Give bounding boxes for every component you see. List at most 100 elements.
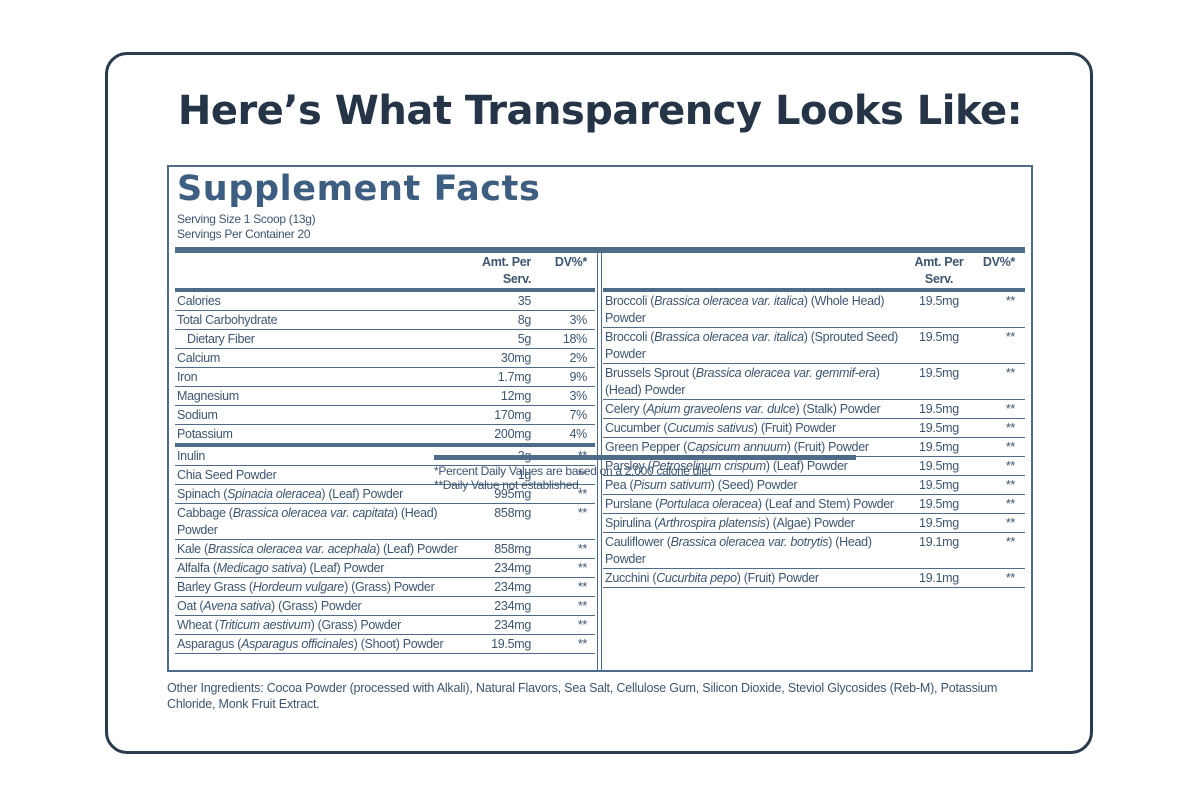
daily-value: ** (577, 618, 587, 632)
daily-value: 18% (562, 332, 587, 346)
latin-name: Medicago sativa (216, 561, 303, 575)
ingredient-row: Broccoli (Brassica oleracea var. italica… (603, 328, 1025, 364)
ingredient-row: Cauliflower (Brassica oleracea var. botr… (603, 533, 1025, 569)
rule (175, 247, 1025, 253)
daily-value: 7% (569, 408, 588, 422)
amount: 8g (517, 313, 532, 327)
ingredient-row: Sodium 170mg 7% (175, 406, 595, 425)
ingredient-name: Alfalfa (Medicago sativa) (Leaf) Powder (175, 560, 473, 577)
daily-value: 3% (569, 389, 588, 403)
daily-value: ** (1005, 497, 1015, 511)
ingredient-name: Chia Seed Powder (175, 467, 473, 484)
daily-value: ** (577, 468, 587, 482)
daily-value: ** (577, 561, 587, 575)
ingredient-row: Cabbage (Brassica oleracea var. capitata… (175, 504, 595, 540)
amount: 19.5mg (919, 478, 959, 492)
header-row: Amt. Per Serv. DV%* (603, 253, 1025, 292)
latin-name: Cucurbita pepo (656, 571, 737, 585)
ingredient-row: Brussels Sprout (Brassica oleracea var. … (603, 364, 1025, 400)
ingredient-name: Sodium (175, 407, 473, 424)
latin-name: Asparagus officinales (241, 637, 354, 651)
name-text: ) (Grass) Powder (271, 599, 362, 613)
latin-name: Brassica oleracea var. botrytis (670, 535, 829, 549)
daily-value: ** (1005, 478, 1015, 492)
daily-value: ** (577, 487, 587, 501)
amount: 170mg (494, 408, 531, 422)
ingredient-name: Wheat (Triticum aestivum) (Grass) Powder (175, 617, 473, 634)
amount: 19.5mg (919, 516, 959, 530)
amount: 234mg (494, 618, 531, 632)
name-cell (175, 254, 473, 288)
daily-value: 2% (569, 351, 588, 365)
name-text: ) (Head) Powder (605, 535, 872, 566)
column-header: Amt. Per Serv. (481, 255, 531, 286)
ingredient-name: Cabbage (Brassica oleracea var. capitata… (175, 505, 473, 539)
latin-name: Brassica oleracea var. capitata (232, 506, 394, 520)
name-text: ) (Grass) Powder (344, 580, 435, 594)
latin-name: Brassica oleracea var. italica (654, 294, 804, 308)
latin-name: Apium graveolens var. dulce (646, 402, 796, 416)
name-text: ) (Leaf) Powder (375, 542, 458, 556)
amount: 1g (517, 468, 532, 482)
name-text: ) (Algae) Powder (765, 516, 855, 530)
ingredient-row: Magnesium 12mg 3% (175, 387, 595, 406)
latin-name: Petroselinum crispum (651, 459, 766, 473)
daily-value: ** (577, 506, 587, 520)
ingredient-row: Spirulina (Arthrospira platensis) (Algae… (603, 514, 1025, 533)
other-ingredients: Other Ingredients: Cocoa Powder (process… (167, 681, 998, 711)
name-text: ) (Leaf) Powder (765, 459, 848, 473)
amount: 234mg (494, 561, 531, 575)
daily-value: ** (1005, 440, 1015, 454)
ingredient-name: Iron (175, 369, 473, 386)
name-text: Oat ( (177, 599, 204, 613)
ingredient-row: Calories 35 (175, 292, 595, 311)
column-header: DV%* (982, 255, 1015, 269)
ingredient-name: Oat (Avena sativa) (Grass) Powder (175, 598, 473, 615)
ingredient-row: Alfalfa (Medicago sativa) (Leaf) Powder 2… (175, 559, 595, 578)
amount: 5g (517, 332, 532, 346)
daily-value: 9% (569, 370, 588, 384)
latin-name: Brassica oleracea var. acephala (207, 542, 376, 556)
name-text: Kale ( (177, 542, 208, 556)
ingredient-row: Pea (Pisum sativum) (Seed) Powder 19.5mg *… (603, 476, 1025, 495)
divider (597, 253, 602, 670)
ingredient-row: Spinach (Spinacia oleracea) (Leaf) Powde… (175, 485, 595, 504)
latin-name: Avena sativa (203, 599, 272, 613)
ingredient-row: Zucchini (Cucurbita pepo) (Fruit) Powder… (603, 569, 1025, 588)
ingredient-row: Wheat (Triticum aestivum) (Grass) Powder… (175, 616, 595, 635)
servings: Servings Per Container 20 (177, 227, 311, 241)
ingredient-row: Dietary Fiber 5g 18% (175, 330, 595, 349)
daily-value: ** (1005, 535, 1015, 549)
daily-value (535, 293, 595, 310)
page-title: Here’s What Transparency Looks Like: (177, 88, 1023, 134)
ingredient-name: Spirulina (Arthrospira platensis) (Algae… (603, 515, 903, 532)
amount: 858mg (494, 542, 531, 556)
latin-name: Pisum sativum (633, 478, 711, 492)
amount: 35 (517, 294, 532, 308)
ingredient-row: Potassium 200mg 4% (175, 425, 595, 444)
name-text: ) (Stalk) Powder (795, 402, 881, 416)
ingredient-name: Celery (Apium graveolens var. dulce) (St… (603, 401, 903, 418)
left-column: Amt. Per Serv. DV%* Calories 35 Total Carboh… (175, 253, 595, 670)
ingredient-row: Celery (Apium graveolens var. dulce) (St… (603, 400, 1025, 419)
latin-name: Brassica oleracea var. italica (654, 330, 804, 344)
name-text: Celery ( (605, 402, 647, 416)
latin-name: Spinacia oleracea (227, 487, 322, 501)
ingredient-name: Asparagus (Asparagus officinales) (Shoot… (175, 636, 473, 653)
name-text: Spirulina ( (605, 516, 658, 530)
ingredient-row: Broccoli (Brassica oleracea var. italica… (603, 292, 1025, 328)
name-text: Total Carbohydrate (177, 313, 278, 327)
ingredient-row: Purslane (Portulaca oleracea) (Leaf and … (603, 495, 1025, 514)
ingredient-name: Potassium (175, 426, 473, 443)
name-text: Pea ( (605, 478, 634, 492)
ingredient-row: Cucumber (Cucumis sativus) (Fruit) Powde… (603, 419, 1025, 438)
ingredient-name: Magnesium (175, 388, 473, 405)
ingredient-name: Inulin (175, 448, 473, 465)
name-text: ) (Grass) Powder (310, 618, 402, 632)
latin-name: Brassica oleracea var. gemmif-era (695, 366, 876, 380)
ingredient-row: Iron 1.7mg 9% (175, 368, 595, 387)
ingredient-row: Chia Seed Powder 1g ** (175, 466, 595, 485)
ingredient-row: Asparagus (Asparagus officinales) (Shoot… (175, 635, 595, 654)
daily-value: ** (1005, 294, 1015, 308)
daily-value: ** (577, 542, 587, 556)
